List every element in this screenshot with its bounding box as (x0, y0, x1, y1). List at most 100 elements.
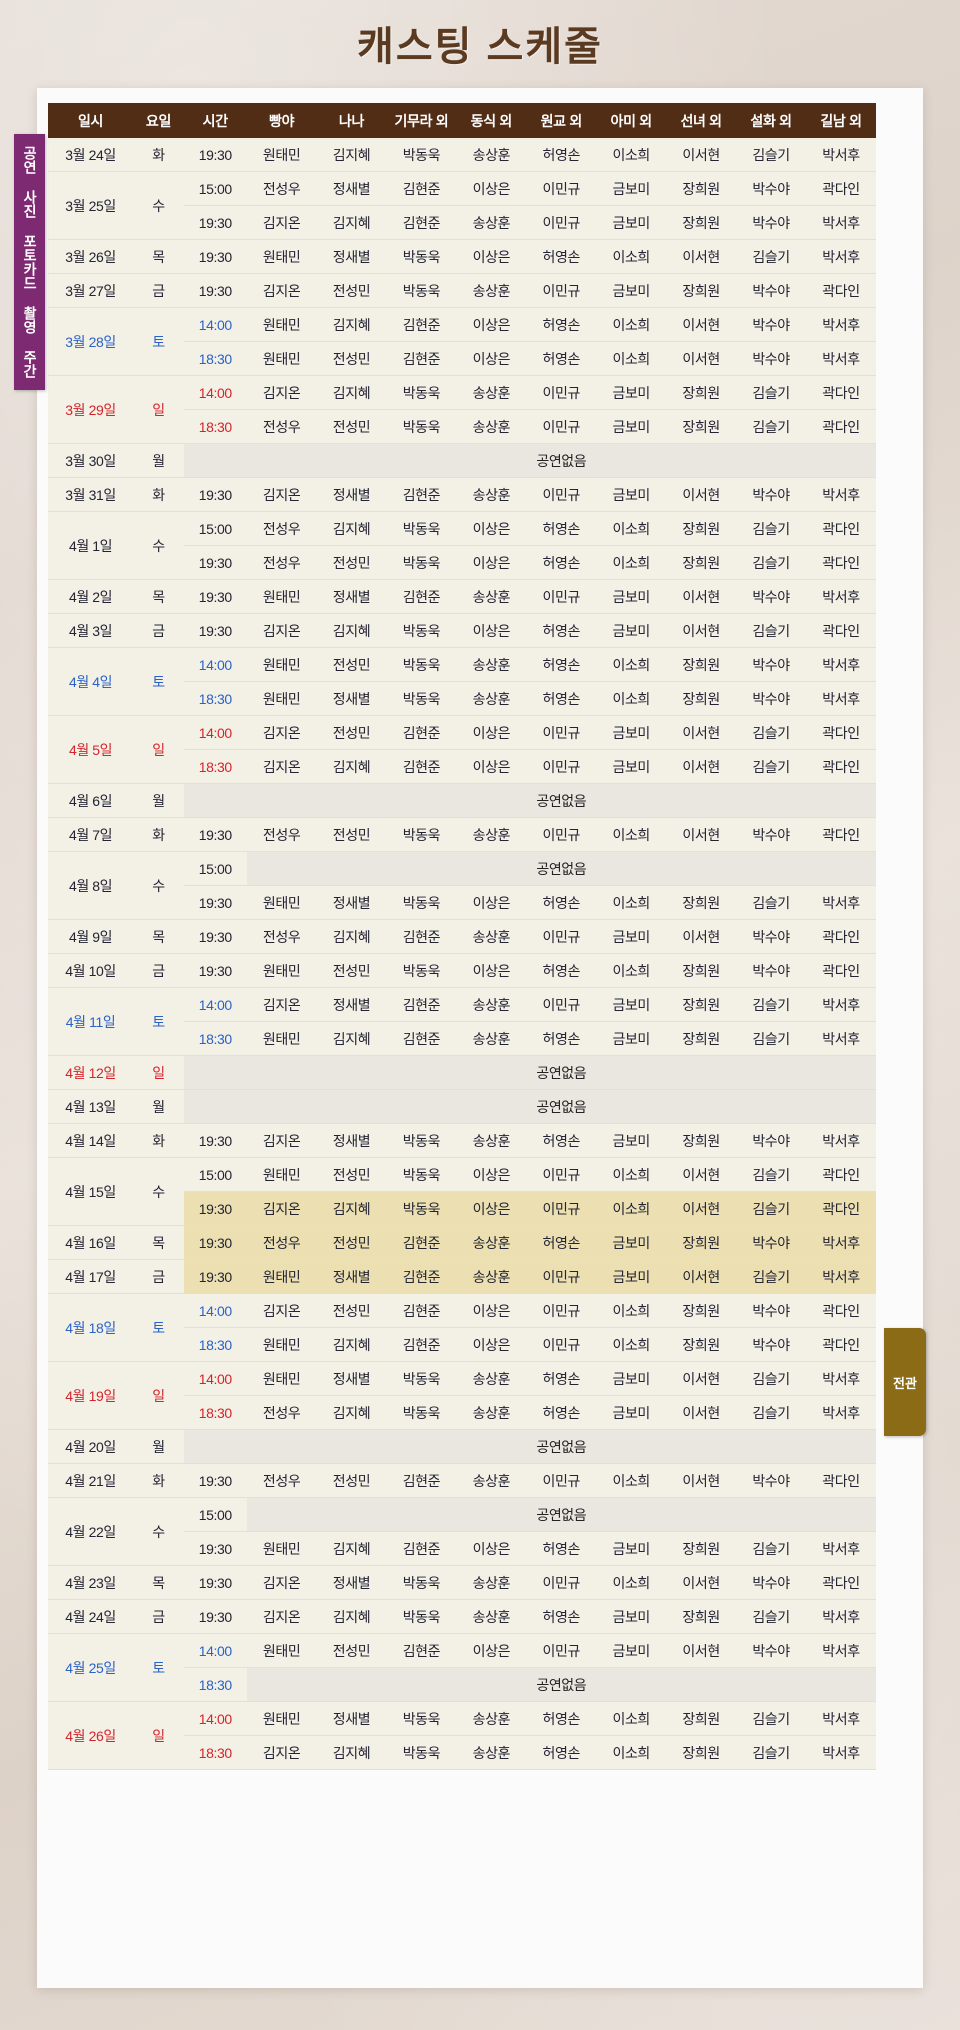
cell-cast: 김슬기 (736, 409, 806, 444)
cell-cast: 금보미 (596, 409, 667, 444)
cell-time: 14:00 (183, 1633, 247, 1668)
cell-time: 15:00 (183, 1157, 247, 1192)
cell-cast: 이상은 (456, 715, 527, 750)
cell-cast: 김현준 (386, 205, 457, 240)
cell-day: 일 (133, 1701, 184, 1770)
cell-cast: 박수야 (736, 647, 806, 682)
cell-cast: 전성우 (246, 1225, 317, 1260)
cell-cast: 이소희 (596, 1293, 667, 1328)
cell-cast: 김지온 (246, 749, 317, 784)
cell-cast: 김지온 (246, 987, 317, 1022)
cell-time: 19:30 (183, 1463, 247, 1498)
cell-cast: 전성민 (316, 1225, 387, 1260)
cell-time: 19:30 (183, 1191, 247, 1226)
cell-cast: 곽다인 (806, 1565, 876, 1600)
cell-cast: 송상훈 (456, 273, 527, 308)
cell-cast: 김현준 (386, 1531, 457, 1566)
cell-cast: 허영손 (526, 885, 597, 920)
cell-cast: 송상훈 (456, 987, 527, 1022)
cell-time: 19:30 (183, 1599, 247, 1634)
column-header-1: 요일 (133, 103, 184, 138)
cell-time: 18:30 (183, 1327, 247, 1362)
cell-cast: 김현준 (386, 1021, 457, 1056)
cell-time: 18:30 (183, 1735, 247, 1770)
cell-cast: 김슬기 (736, 1191, 806, 1226)
cell-cast: 김현준 (386, 307, 457, 342)
cell-cast: 김지온 (246, 1599, 317, 1634)
cell-day: 토 (133, 987, 184, 1056)
cell-day: 금 (133, 1259, 184, 1294)
cell-cast: 이민규 (526, 715, 597, 750)
cell-cast: 이민규 (526, 987, 597, 1022)
cell-time: 18:30 (183, 341, 247, 376)
cell-cast: 송상훈 (456, 375, 527, 410)
cell-cast: 원태민 (246, 341, 317, 376)
table-row: 4월 2일 목 19:30 원태민 정새별 김현준 송상훈 이민규 금보미 이서현 박수야 박서후 (48, 579, 876, 614)
cell-time (183, 783, 247, 818)
cell-cast: 장희원 (666, 1327, 737, 1362)
cell-cast: 김현준 (386, 1327, 457, 1362)
cell-time: 18:30 (183, 409, 247, 444)
cell-date: 4월 25일 (48, 1633, 134, 1702)
cell-cast: 금보미 (596, 1531, 667, 1566)
cell-cast: 박동욱 (386, 613, 457, 648)
cell-date: 4월 18일 (48, 1293, 134, 1362)
cell-cast: 김슬기 (736, 749, 806, 784)
cell-cast: 원태민 (246, 1531, 317, 1566)
cell-cast: 박서후 (806, 307, 876, 342)
cell-no-show: 공연없음 (246, 1497, 876, 1532)
cell-cast: 원태민 (246, 138, 317, 172)
cell-cast: 금보미 (596, 613, 667, 648)
table-row: 3월 26일 목 19:30 원태민 정새별 박동욱 이상은 허영손 이소희 이서현 김슬기 박서후 (48, 239, 876, 274)
table-row: 4월 9일 목 19:30 전성우 김지혜 김현준 송상훈 이민규 금보미 이서현 박수야 곽다인 (48, 919, 876, 954)
table-row: 4월 3일 금 19:30 김지온 김지혜 박동욱 이상은 허영손 금보미 이서현 김슬기 곽다인 (48, 613, 876, 648)
column-header-4: 나나 (316, 103, 387, 138)
cell-date: 4월 16일 (48, 1225, 134, 1260)
cell-cast: 박서후 (806, 647, 876, 682)
cell-cast: 전성민 (316, 409, 387, 444)
table-row: 18:30 공연없음 (48, 1667, 876, 1702)
cell-cast: 전성민 (316, 341, 387, 376)
cell-no-show: 공연없음 (246, 1089, 876, 1124)
cell-cast: 이서현 (666, 1157, 737, 1192)
cell-cast: 전성민 (316, 1157, 387, 1192)
table-row: 18:30 김지온 김지혜 김현준 이상은 이민규 금보미 이서현 김슬기 곽다인 (48, 749, 876, 784)
cell-time: 15:00 (183, 511, 247, 546)
table-row: 19:30 원태민 김지혜 김현준 이상은 허영손 금보미 장희원 김슬기 박서후 (48, 1531, 876, 1566)
cell-cast: 송상훈 (456, 477, 527, 512)
table-row: 4월 1일 수 15:00 전성우 김지혜 박동욱 이상은 허영손 이소희 장희원 김슬기 곽다인 (48, 511, 876, 580)
cell-cast: 장희원 (666, 511, 737, 546)
cell-cast: 원태민 (246, 885, 317, 920)
cell-cast: 이소희 (596, 1565, 667, 1600)
cell-cast: 이상은 (456, 341, 527, 376)
cell-cast: 이서현 (666, 1565, 737, 1600)
cell-cast: 이서현 (666, 919, 737, 954)
cell-cast: 김슬기 (736, 1259, 806, 1294)
cell-cast: 김현준 (386, 987, 457, 1022)
cell-time (183, 1055, 247, 1090)
cell-cast: 이상은 (456, 1327, 527, 1362)
cell-cast: 이상은 (456, 1191, 527, 1226)
cell-cast: 박수야 (736, 817, 806, 852)
table-row: 18:30 원태민 정새별 박동욱 송상훈 허영손 이소희 장희원 박수야 박서후 (48, 681, 876, 716)
cell-cast: 곽다인 (806, 715, 876, 750)
cell-cast: 박서후 (806, 987, 876, 1022)
photocard-week-tab: 공연 사진 포토카드 촬영 주간 (14, 134, 45, 390)
cell-cast: 정새별 (316, 1565, 387, 1600)
cell-cast: 김슬기 (736, 1531, 806, 1566)
cell-cast: 장희원 (666, 545, 737, 580)
cell-cast: 김지혜 (316, 138, 387, 172)
cell-date: 4월 2일 (48, 579, 134, 614)
cell-cast: 장희원 (666, 273, 737, 308)
cell-cast: 정새별 (316, 987, 387, 1022)
cell-cast: 이상은 (456, 239, 527, 274)
cell-cast: 박수야 (736, 273, 806, 308)
cell-cast: 박동욱 (386, 138, 457, 172)
cell-cast: 김슬기 (736, 1735, 806, 1770)
cell-cast: 이서현 (666, 579, 737, 614)
cell-date: 4월 14일 (48, 1123, 134, 1158)
cell-cast: 송상훈 (456, 1225, 527, 1260)
cell-cast: 김지온 (246, 1191, 317, 1226)
cell-day: 금 (133, 953, 184, 988)
cell-cast: 원태민 (246, 1327, 317, 1362)
